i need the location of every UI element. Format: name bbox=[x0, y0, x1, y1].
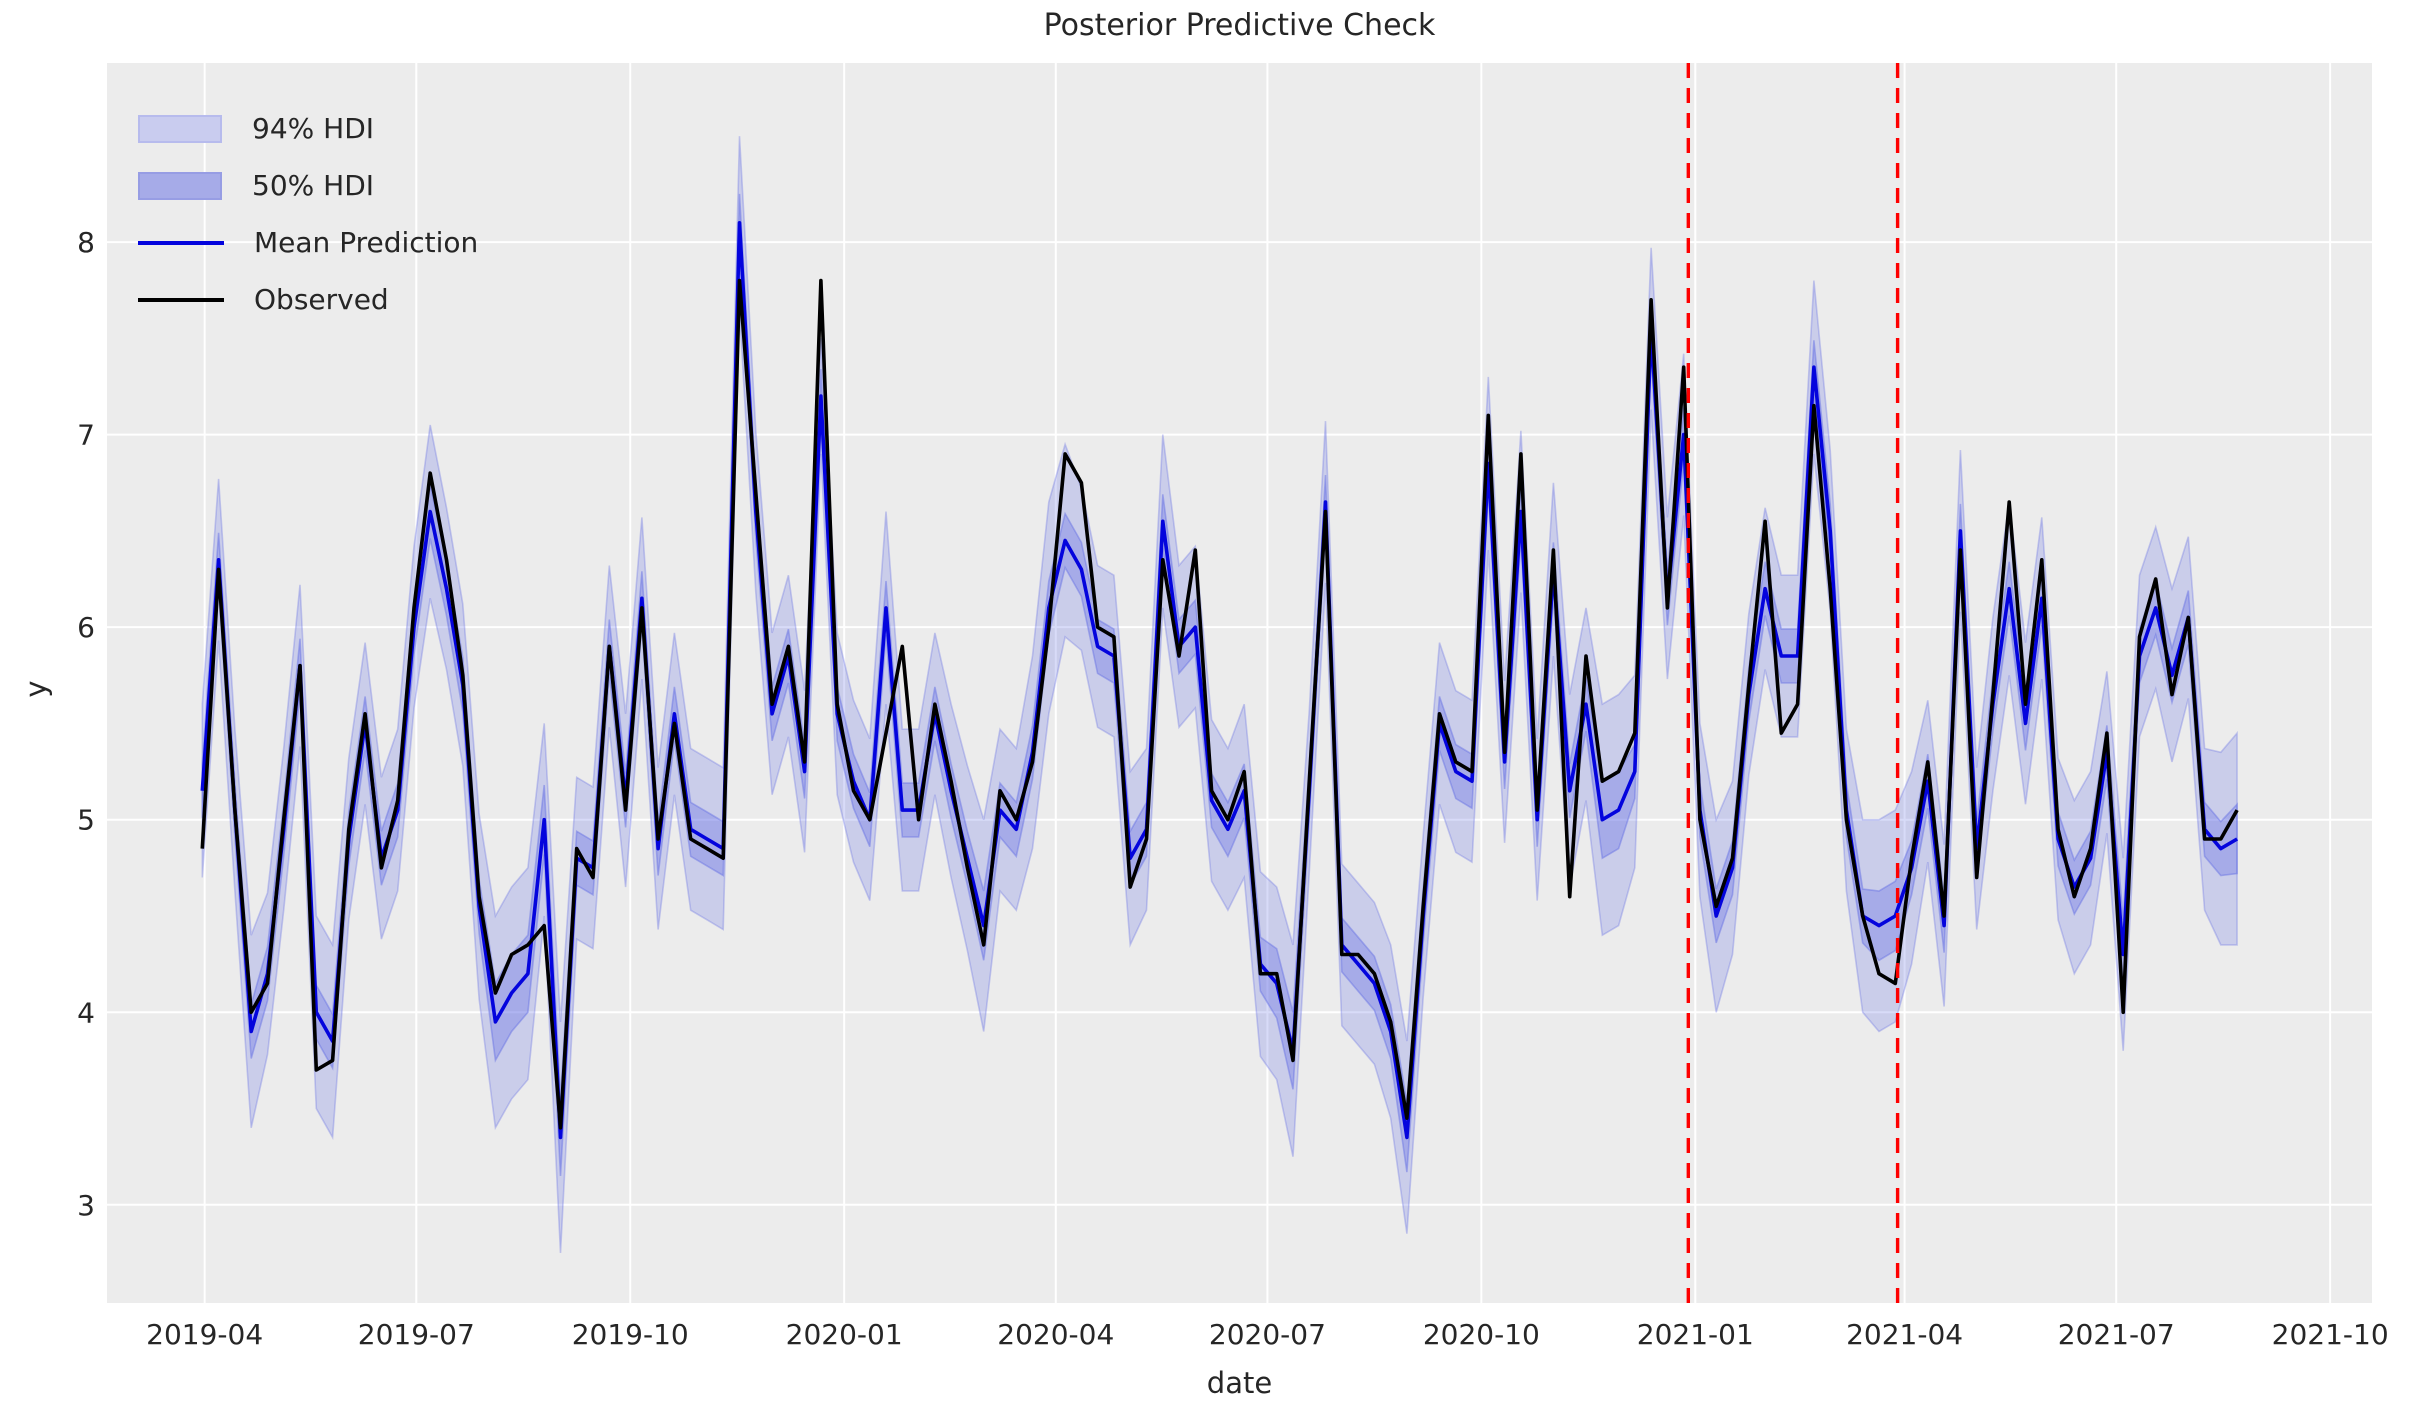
hdi94-swatch-icon bbox=[138, 114, 222, 143]
x-tick-label: 2019-07 bbox=[358, 1318, 475, 1351]
legend-label-mean: Mean Prediction bbox=[254, 226, 479, 259]
y-tick-label: 8 bbox=[77, 226, 95, 259]
y-tick-label: 6 bbox=[77, 611, 95, 644]
observed-line-icon bbox=[138, 297, 224, 302]
x-tick-label: 2021-04 bbox=[1846, 1318, 1963, 1351]
x-tick-label: 2021-10 bbox=[2272, 1318, 2389, 1351]
x-tick-label: 2021-01 bbox=[1637, 1318, 1754, 1351]
legend-item-94hdi: 94% HDI bbox=[138, 100, 478, 157]
legend-label-50hdi: 50% HDI bbox=[252, 169, 375, 202]
x-tick-label: 2020-04 bbox=[997, 1318, 1114, 1351]
legend-label-94hdi: 94% HDI bbox=[252, 112, 375, 145]
x-axis-label: date bbox=[1206, 1366, 1273, 1400]
x-tick-label: 2020-01 bbox=[786, 1318, 903, 1351]
hdi94-band bbox=[201, 136, 2238, 1253]
y-tick-label: 7 bbox=[77, 419, 95, 452]
x-tick-label: 2020-07 bbox=[1209, 1318, 1326, 1351]
chart-title: Posterior Predictive Check bbox=[1043, 8, 1436, 43]
legend-item-observed: Observed bbox=[138, 271, 478, 328]
y-axis-label: y bbox=[19, 680, 53, 698]
legend: 94% HDI 50% HDI Mean Prediction Observed bbox=[138, 100, 478, 328]
x-tick-label: 2019-10 bbox=[572, 1318, 689, 1351]
x-tick-label: 2019-04 bbox=[146, 1318, 263, 1351]
hdi50-band bbox=[201, 193, 2238, 1176]
mean-prediction-line bbox=[200, 221, 2239, 1140]
x-tick-label: 2020-10 bbox=[1423, 1318, 1540, 1351]
y-tick-label: 4 bbox=[77, 996, 95, 1029]
legend-label-observed: Observed bbox=[254, 283, 389, 316]
observed-line bbox=[200, 278, 2239, 1130]
x-tick-label: 2021-07 bbox=[2058, 1318, 2175, 1351]
legend-item-50hdi: 50% HDI bbox=[138, 157, 478, 214]
y-tick-label: 3 bbox=[77, 1189, 95, 1222]
legend-item-mean: Mean Prediction bbox=[138, 214, 478, 271]
hdi50-swatch-icon bbox=[138, 171, 222, 200]
mean-line-icon bbox=[138, 240, 224, 245]
y-tick-label: 5 bbox=[77, 804, 95, 837]
